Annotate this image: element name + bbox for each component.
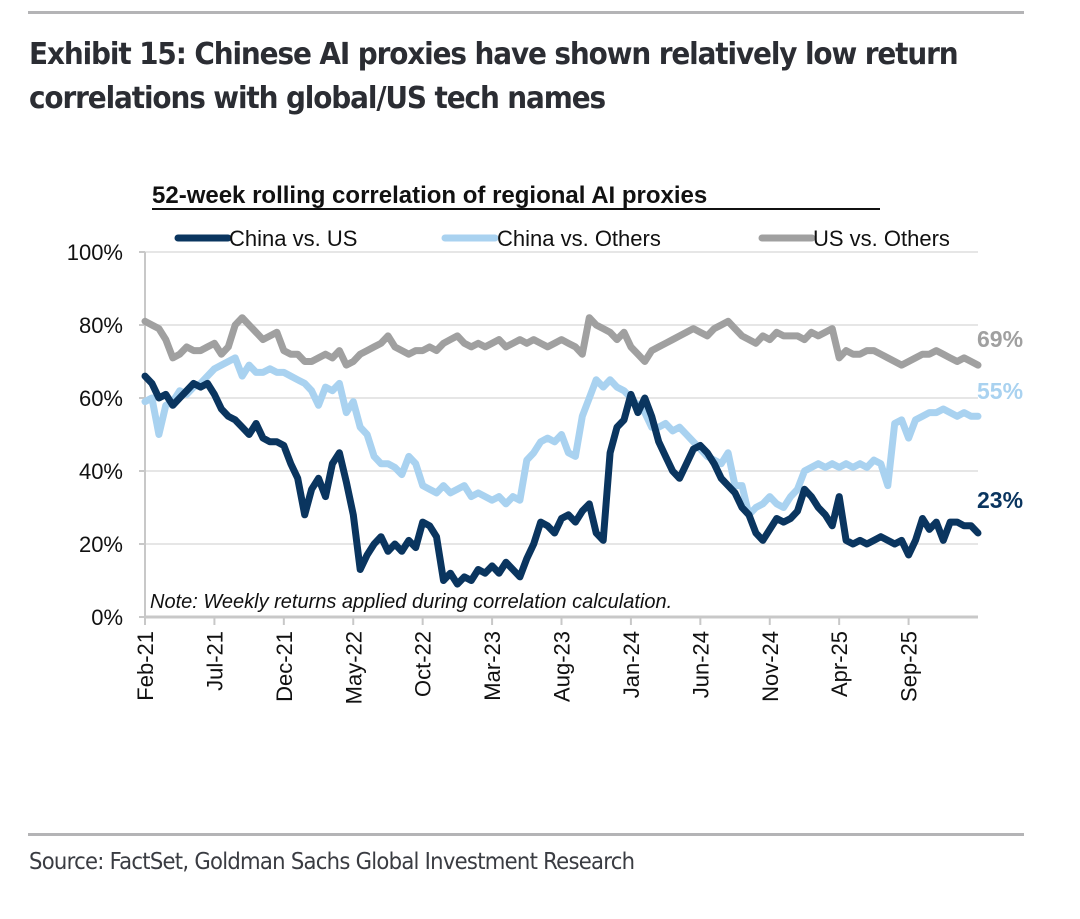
y-axis: 0% 20% 40% 60% 80% 100%	[67, 240, 146, 630]
chart-title: 52-week rolling correlation of regional …	[152, 182, 707, 209]
x-axis: Feb-21 Jul-21 Dec-21 May-22 Oct-22 Mar-23 Aug-…	[133, 615, 978, 704]
x-tick-label: Mar-23	[480, 631, 505, 701]
x-tick-label: Apr-25	[827, 631, 852, 697]
bottom-rule	[28, 833, 1024, 836]
legend-label-china-vs-us: China vs. US	[229, 226, 357, 251]
y-tick-label: 40%	[79, 459, 123, 484]
top-rule	[28, 11, 1024, 14]
chart-note: Note: Weekly returns applied during corr…	[150, 591, 672, 613]
series-line-china-vs-others	[141, 354, 982, 519]
x-tick-label: Feb-21	[133, 631, 158, 701]
x-tick-label: Nov-24	[758, 631, 783, 702]
source-note: Source: FactSet, Goldman Sachs Global In…	[29, 849, 635, 875]
x-tick-label: May-22	[341, 631, 366, 704]
end-label-china-vs-us: 23%	[977, 487, 1023, 513]
y-tick-label: 20%	[79, 532, 123, 557]
y-tick-label: 100%	[67, 240, 123, 265]
x-tick-label: Jan-24	[619, 631, 644, 698]
x-tick-label: Jul-21	[202, 631, 227, 691]
x-tick-label: Aug-23	[550, 631, 575, 702]
series-line-us-vs-others	[141, 314, 982, 369]
x-tick-label: Sep-25	[897, 631, 922, 702]
x-tick-label: Dec-21	[272, 631, 297, 702]
legend: China vs. US China vs. Others US vs. Oth…	[174, 226, 950, 251]
series-line-china-vs-us	[141, 372, 982, 588]
legend-label-china-vs-others: China vs. Others	[497, 226, 661, 251]
exhibit-title: Exhibit 15: Chinese AI proxies have show…	[29, 37, 959, 116]
y-tick-label: 60%	[79, 386, 123, 411]
x-tick-label: Oct-22	[411, 631, 436, 697]
end-label-us-vs-others: 69%	[977, 326, 1023, 352]
series-lines	[141, 314, 982, 588]
x-tick-label: Jun-24	[688, 631, 713, 698]
legend-label-us-vs-others: US vs. Others	[813, 226, 950, 251]
y-tick-label: 80%	[79, 313, 123, 338]
y-tick-label: 0%	[91, 605, 123, 630]
gridlines	[145, 251, 978, 545]
end-label-china-vs-others: 55%	[977, 378, 1023, 404]
